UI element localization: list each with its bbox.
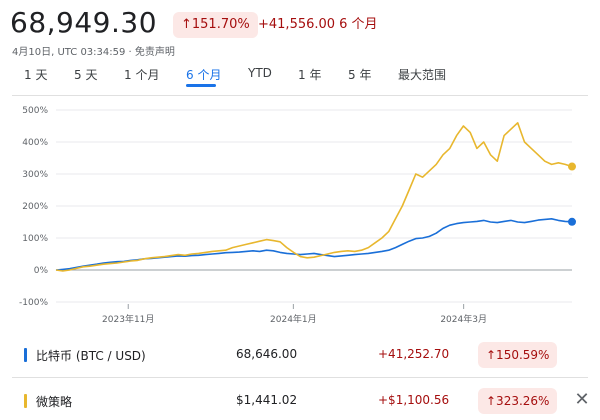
active-tab-indicator — [186, 84, 216, 87]
y-tick-label: 200% — [22, 202, 48, 212]
chart-grid — [56, 109, 572, 303]
tab-6-month[interactable]: 6 个月 — [186, 68, 222, 82]
absolute-change: +41,556.00 6 个月 — [258, 12, 377, 38]
y-axis: 500% 400% 300% 200% 100% 0% -100% — [19, 106, 48, 308]
series-line-btc — [55, 218, 573, 271]
y-tick-label: -100% — [19, 298, 48, 308]
chart-series — [55, 122, 576, 272]
absolute-change-value: +41,556.00 — [258, 17, 336, 32]
tab-5-day[interactable]: 5 天 — [74, 68, 98, 82]
y-tick-label: 400% — [22, 138, 48, 148]
tab-ytd[interactable]: YTD — [248, 66, 272, 80]
timestamp-disclaimer[interactable]: 4月10日, UTC 03:34:59 · 免责声明 — [12, 47, 175, 58]
quote-header: 68,949.30 ↑151.70% +41,556.00 6 个月 — [10, 6, 590, 40]
x-tick-label: 2024年3月 — [440, 313, 487, 325]
x-axis: 2023年11月 2024年1月 2024年3月 — [102, 304, 487, 325]
row-divider — [12, 377, 588, 378]
row-pct-badge: ↑323.26% — [478, 388, 558, 414]
row-name: 比特币 (BTC / USD) — [36, 349, 146, 363]
comparison-chart[interactable]: 500% 400% 300% 200% 100% 0% -100% 2023年11月 2024… — [0, 98, 600, 334]
series-line-mstr — [55, 122, 573, 272]
change-period: 6 个月 — [339, 17, 378, 32]
row-name: 微策略 — [36, 395, 73, 409]
y-tick-label: 0% — [34, 266, 49, 276]
series-endpoint-btc — [568, 217, 576, 226]
tab-1-day[interactable]: 1 天 — [24, 68, 48, 82]
divider — [12, 95, 588, 96]
comparison-row-btc[interactable]: 比特币 (BTC / USD) 68,646.00 +41,252.70 ↑15… — [12, 338, 588, 372]
y-tick-label: 100% — [22, 234, 48, 244]
series-swatch-btc — [24, 348, 27, 362]
current-price: 68,949.30 — [10, 6, 158, 39]
x-tick-label: 2024年1月 — [270, 313, 317, 325]
row-pct-badge: ↑150.59% — [478, 342, 558, 368]
close-icon[interactable]: ✕ — [574, 389, 590, 410]
y-tick-label: 500% — [22, 106, 48, 116]
series-swatch-mstr — [24, 394, 27, 408]
row-value: $1,441.02 — [236, 393, 298, 407]
x-tick-label: 2023年11月 — [102, 313, 154, 325]
row-abs-change: +41,252.70 — [378, 347, 450, 361]
row-value: 68,646.00 — [236, 347, 298, 361]
series-endpoint-mstr — [568, 162, 576, 171]
percent-change-badge: ↑151.70% — [173, 12, 258, 38]
tab-max[interactable]: 最大范围 — [398, 68, 447, 82]
tab-1-month[interactable]: 1 个月 — [124, 68, 160, 82]
range-tabs: 1 天 5 天 1 个月 6 个月 YTD 1 年 5 年 最大范围 — [0, 66, 600, 88]
row-abs-change: +$1,100.56 — [378, 393, 450, 407]
tab-1-year[interactable]: 1 年 — [298, 68, 322, 82]
tab-5-year[interactable]: 5 年 — [348, 68, 372, 82]
y-tick-label: 300% — [22, 170, 48, 180]
comparison-row-mstr[interactable]: 微策略 $1,441.02 +$1,100.56 ↑323.26% ✕ — [12, 384, 590, 418]
